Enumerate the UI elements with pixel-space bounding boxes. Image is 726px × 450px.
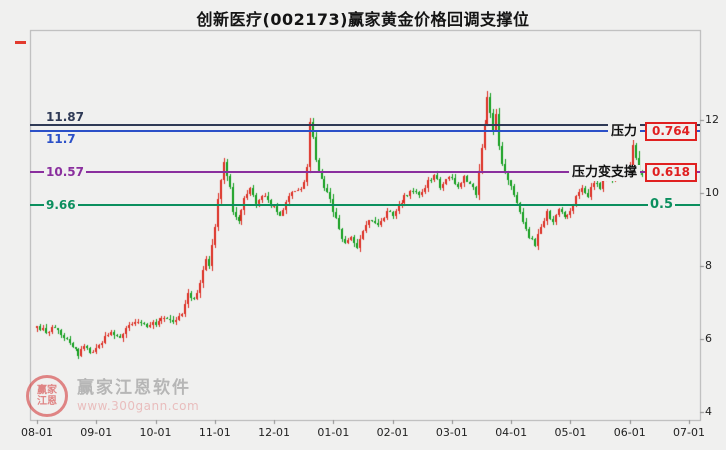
x-axis-label: 12-01	[258, 426, 291, 439]
chart-title: 创新医疗(002173)赢家黄金价格回调支撑位	[196, 10, 530, 29]
y-axis-label: 4	[705, 405, 712, 418]
y-axis-label: 8	[705, 259, 712, 272]
watermark-brand: 赢家江恩软件	[77, 378, 191, 398]
watermark-logo-icon: 赢家江恩	[26, 375, 68, 417]
watermark-url: www.300gann.com	[77, 399, 200, 413]
x-axis-label: 06-01	[613, 426, 646, 439]
x-axis-label: 05-01	[554, 426, 587, 439]
y-axis-label: 6	[705, 332, 712, 345]
x-axis-label: 11-01	[198, 426, 231, 439]
watermark-text: 赢家江恩软件 www.300gann.com	[77, 378, 200, 414]
x-axis-label: 02-01	[376, 426, 409, 439]
x-axis-label: 03-01	[435, 426, 468, 439]
x-axis-label: 01-01	[317, 426, 350, 439]
y-axis-label: 10	[705, 186, 719, 199]
x-axis-label: 09-01	[80, 426, 113, 439]
x-axis-label: 08-01	[21, 426, 53, 439]
red-dash-marker	[15, 41, 26, 44]
watermark: 赢家江恩 赢家江恩软件 www.300gann.com	[26, 375, 199, 417]
x-axis-label: 04-01	[495, 426, 528, 439]
watermark-logo-text: 赢家江恩	[37, 385, 57, 407]
x-axis-label: 10-01	[139, 426, 172, 439]
x-axis-label: 07-01	[673, 426, 705, 439]
y-axis-label: 12	[705, 113, 719, 126]
